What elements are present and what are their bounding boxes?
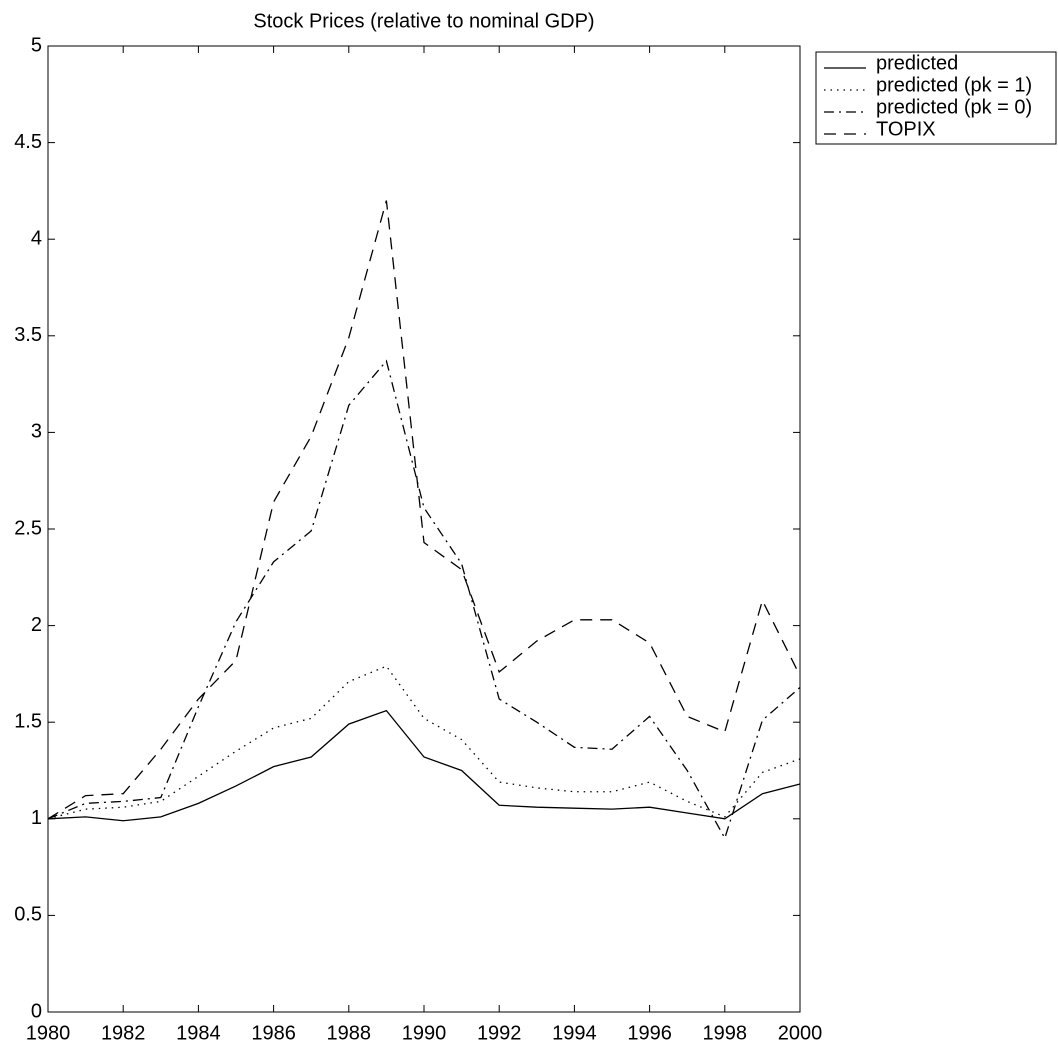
y-tick-label: 1 [31, 807, 42, 829]
legend-label: TOPIX [876, 118, 936, 140]
chart-title: Stock Prices (relative to nominal GDP) [253, 10, 594, 32]
legend-label: predicted (pk = 1) [876, 74, 1032, 96]
x-tick-label: 1990 [402, 1022, 447, 1044]
legend-label: predicted (pk = 0) [876, 96, 1032, 118]
x-tick-label: 2000 [778, 1022, 823, 1044]
y-tick-label: 4 [31, 227, 42, 249]
y-tick-label: 2.5 [14, 517, 42, 539]
x-tick-label: 1980 [26, 1022, 71, 1044]
x-tick-label: 1998 [703, 1022, 748, 1044]
series-line [47, 200, 801, 820]
legend-label: predicted [876, 52, 958, 74]
y-tick-label: 3.5 [14, 324, 42, 346]
y-tick-label: 1.5 [14, 710, 42, 732]
x-tick-label: 1986 [251, 1022, 296, 1044]
x-tick-label: 1994 [552, 1022, 597, 1044]
series-line [47, 709, 801, 822]
y-tick-label: 2 [31, 614, 42, 636]
x-tick-label: 1984 [176, 1022, 221, 1044]
y-tick-label: 3 [31, 421, 42, 443]
y-tick-label: 4.5 [14, 131, 42, 153]
x-tick-label: 1992 [477, 1022, 522, 1044]
y-tick-label: 5 [31, 34, 42, 56]
series-line [47, 359, 801, 840]
x-tick-label: 1988 [327, 1022, 372, 1044]
y-tick-label: 0.5 [14, 904, 42, 926]
x-tick-label: 1996 [627, 1022, 672, 1044]
legend-box [815, 51, 1057, 145]
x-tick-label: 1982 [101, 1022, 146, 1044]
y-tick-label: 0 [31, 1000, 42, 1022]
